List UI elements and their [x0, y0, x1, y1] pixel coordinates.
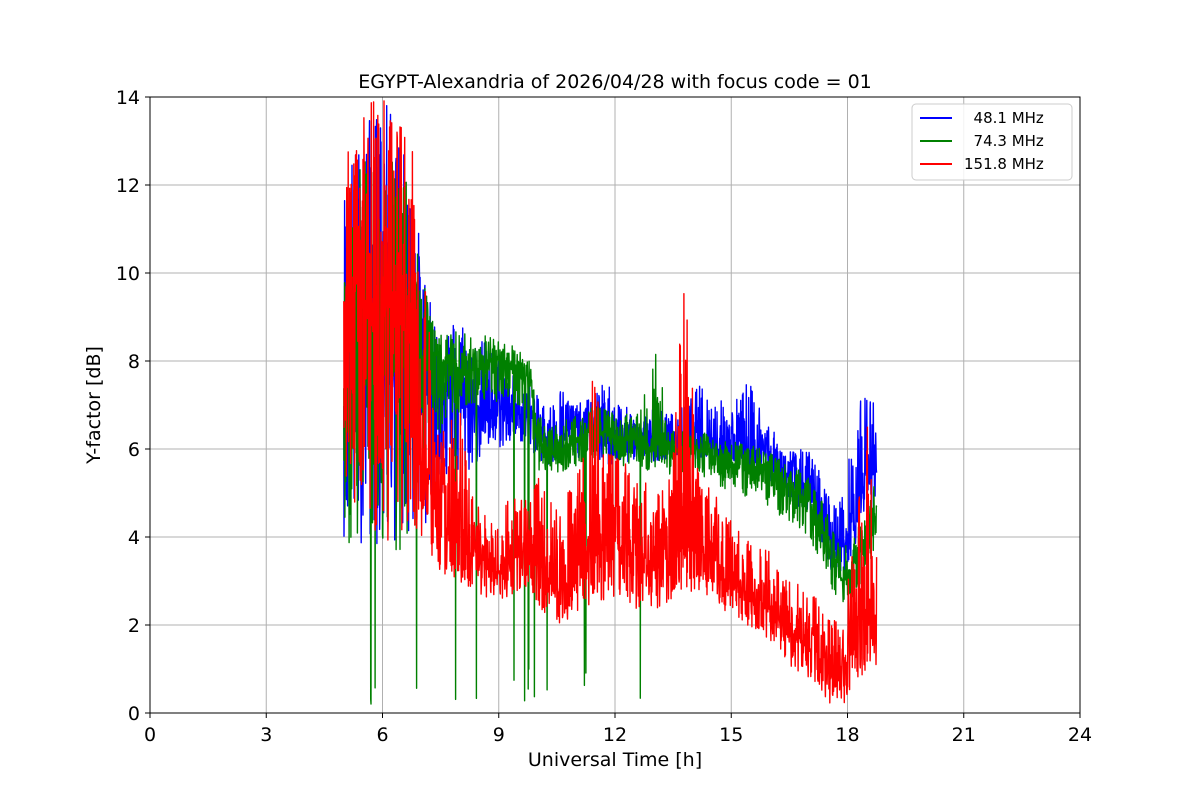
x-tick-label: 15 [719, 724, 743, 746]
y-tick-label: 12 [116, 175, 140, 197]
chart-title: EGYPT-Alexandria of 2026/04/28 with focu… [358, 71, 872, 93]
x-tick-label: 0 [144, 724, 156, 746]
legend-label-74-3: 74.3 MHz [964, 132, 1044, 150]
series-line-151-8-mhz [343, 100, 878, 704]
x-tick-label: 18 [835, 724, 859, 746]
x-tick-label: 24 [1068, 724, 1092, 746]
legend-box [911, 103, 1073, 181]
y-axis-label: Y-factor [dB] [83, 346, 105, 465]
legend: 48.1 MHz 74.3 MHz 151.8 MHz [911, 103, 1073, 181]
x-tick-label: 3 [260, 724, 272, 746]
y-tick-label: 14 [116, 87, 140, 109]
y-tick-label: 0 [128, 703, 140, 725]
legend-label-151-8: 151.8 MHz [964, 155, 1044, 173]
y-tick-label: 2 [128, 615, 140, 637]
x-axis-label: Universal Time [h] [528, 749, 702, 771]
series-group [343, 100, 878, 705]
y-tick-label: 8 [128, 351, 140, 373]
y-tick-label: 6 [128, 439, 140, 461]
x-tick-label: 12 [603, 724, 627, 746]
y-tick-label: 4 [128, 527, 140, 549]
x-tick-label: 9 [493, 724, 505, 746]
y-tick-label: 10 [116, 263, 140, 285]
x-tick-label: 21 [952, 724, 976, 746]
x-tick-label: 6 [376, 724, 388, 746]
series-line-74-3-mhz [343, 131, 878, 705]
legend-label-48-1: 48.1 MHz [964, 109, 1044, 127]
